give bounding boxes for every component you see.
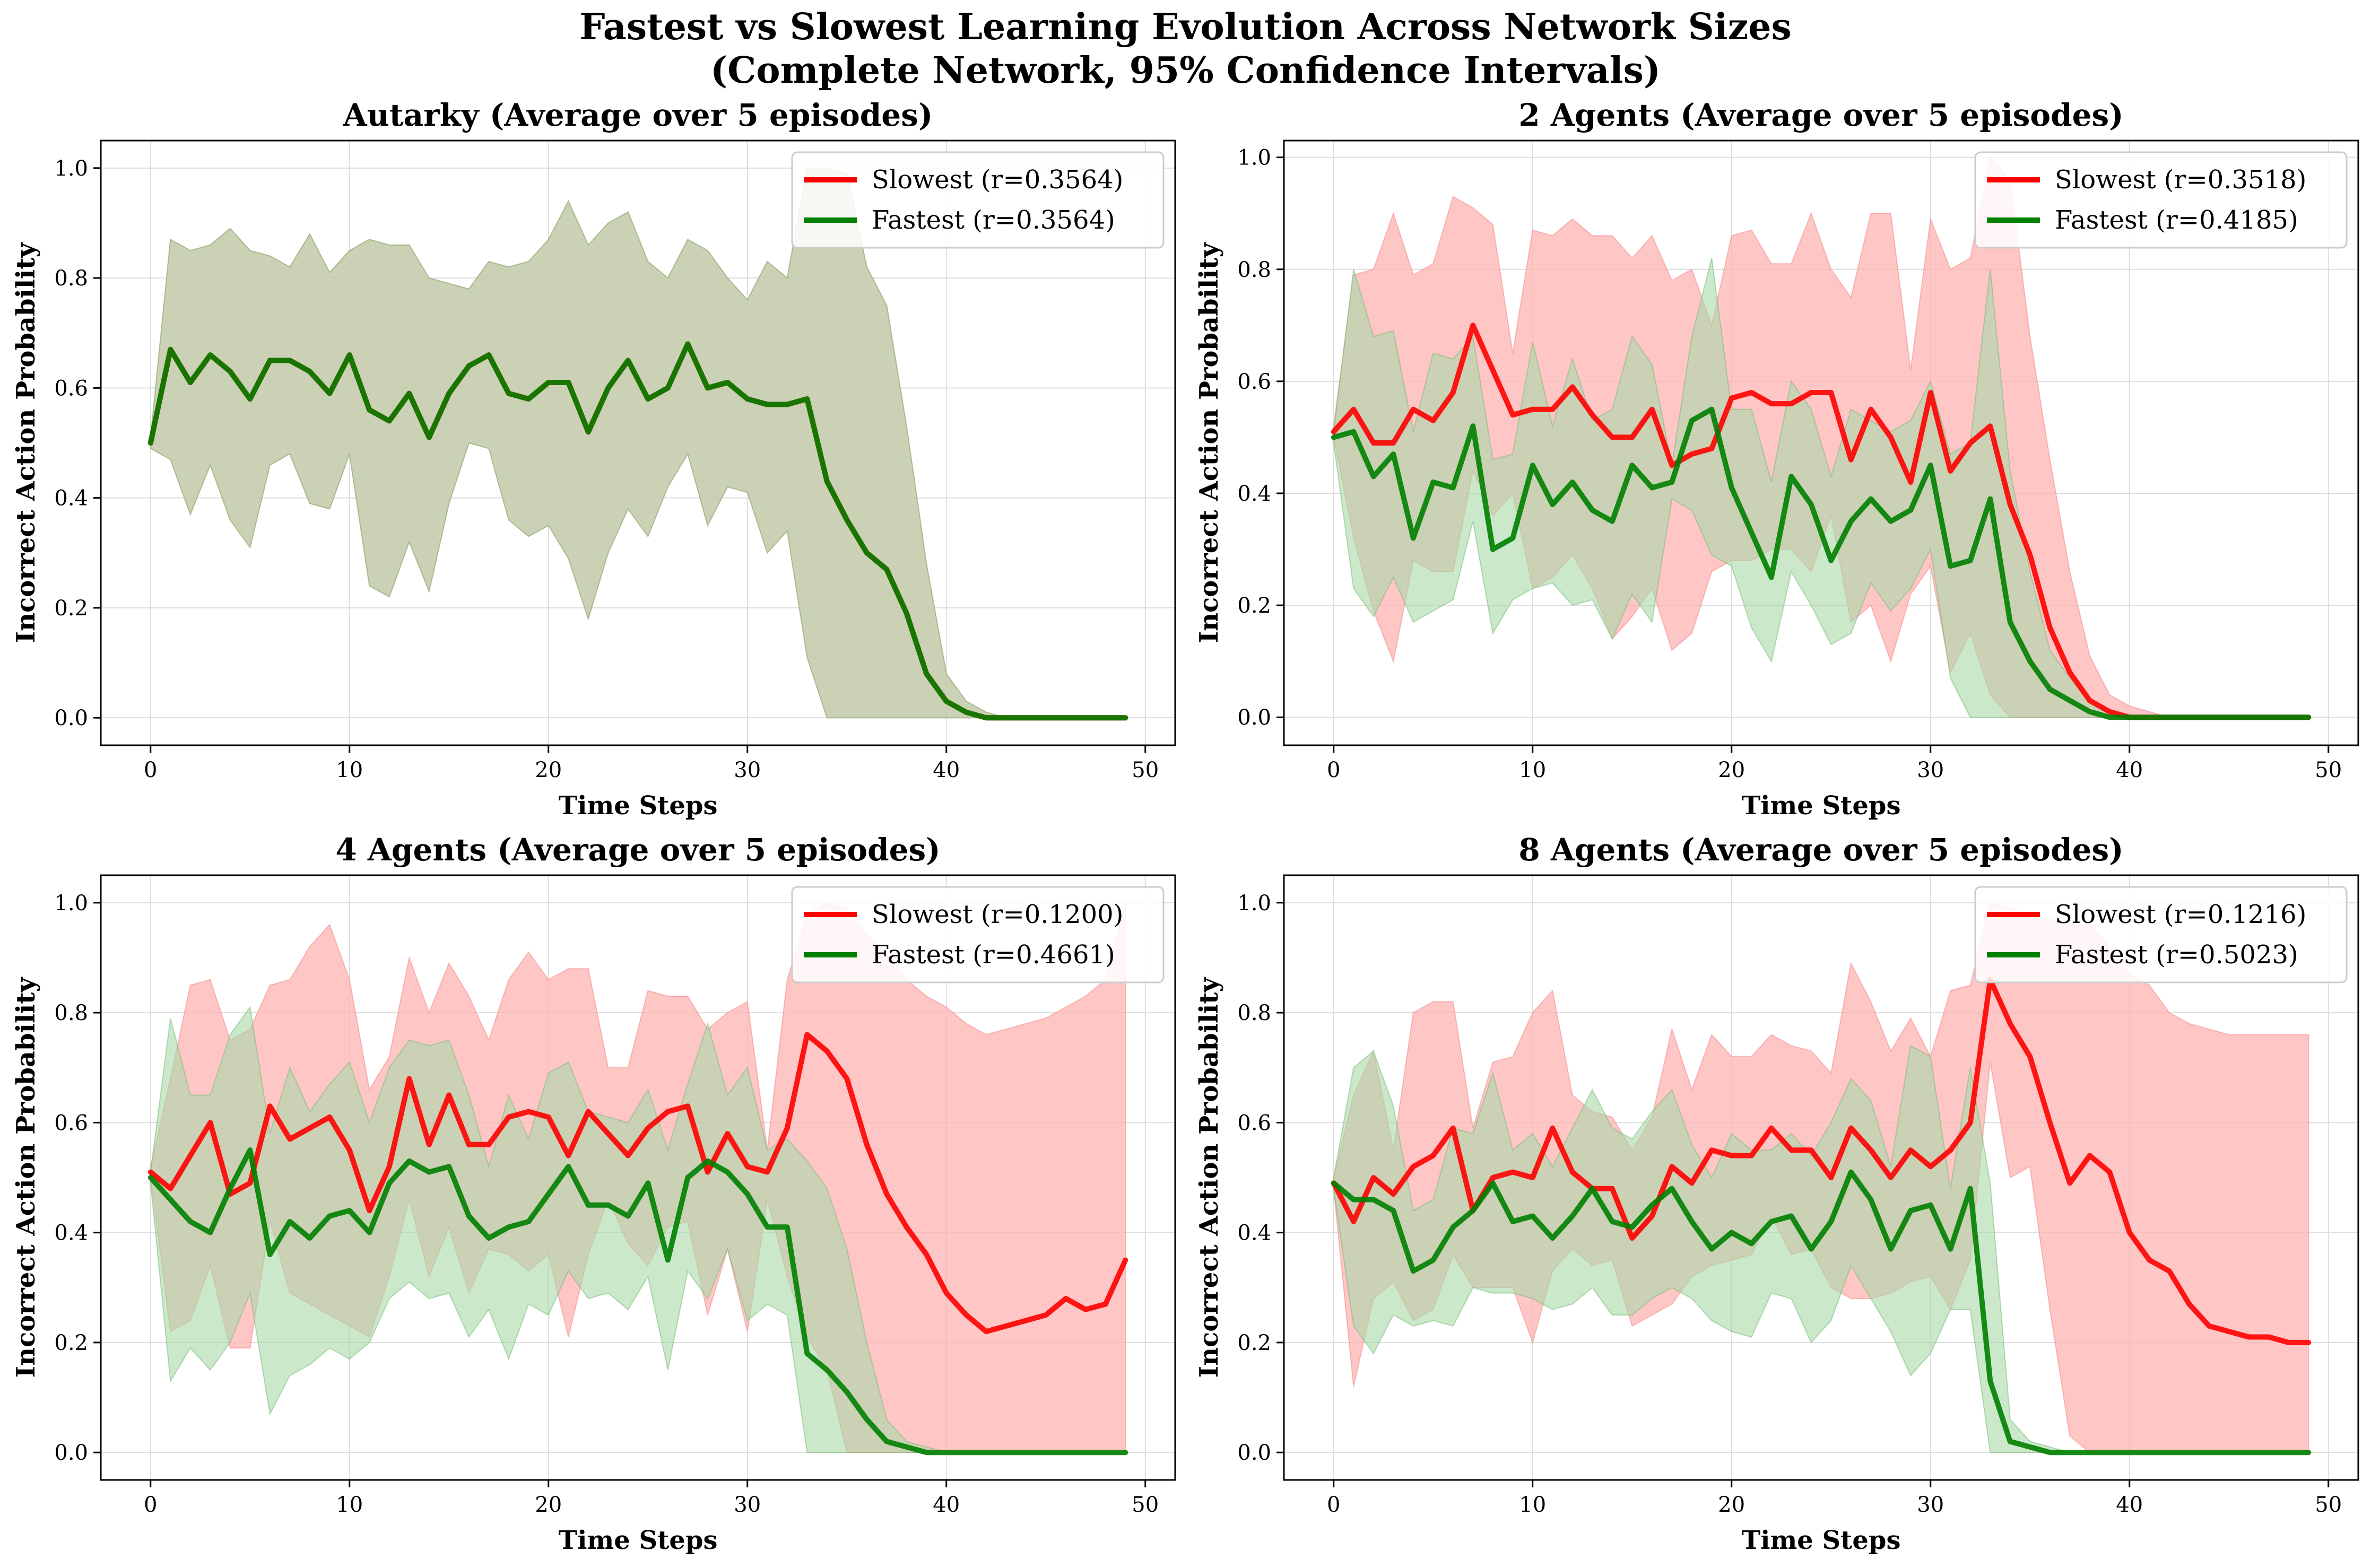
x-tick-label: 20 — [1718, 1493, 1745, 1517]
y-tick-label: 0.6 — [1237, 370, 1271, 394]
y-tick-label: 0.8 — [54, 266, 88, 291]
y-axis-label: Incorrect Action Probability — [1194, 242, 1224, 643]
fastest-mean-line — [1331, 1169, 2312, 1456]
fastest-mean-line — [147, 1147, 1128, 1456]
x-tick-label: 20 — [535, 758, 562, 782]
fastest-mean-line — [147, 341, 1128, 721]
x-tick-label: 20 — [1718, 758, 1745, 782]
y-tick-label: 0.4 — [1237, 1221, 1271, 1245]
legend-label-fastest: Fastest (r=0.5023) — [2055, 940, 2298, 970]
figure-title-line1: Fastest vs Slowest Learning Evolution Ac… — [579, 6, 1792, 48]
y-tick-label: 0.0 — [1237, 1441, 1271, 1465]
x-tick-label: 0 — [1327, 758, 1340, 782]
y-tick-label: 0.4 — [54, 486, 88, 511]
plot-area — [1331, 156, 2312, 720]
x-axis-label: Time Steps — [559, 1526, 718, 1555]
x-tick-label: 40 — [933, 1493, 960, 1517]
legend-label-slowest: Slowest (r=0.1200) — [872, 900, 1123, 929]
y-axis-label: Incorrect Action Probability — [11, 977, 41, 1378]
x-tick-label: 10 — [336, 758, 363, 782]
legend: Slowest (r=0.3564) Fastest (r=0.3564) — [791, 151, 1165, 249]
x-tick-label: 0 — [1327, 1493, 1340, 1517]
y-tick-label: 0.6 — [1237, 1111, 1271, 1135]
y-tick-label: 0.8 — [1237, 1001, 1271, 1025]
subplot-1: 0 10 20 30 40 50 0.0 0.2 0.4 0.6 0.8 1.0 Autarky (Av… — [11, 97, 1176, 821]
y-tick-label: 0.6 — [54, 376, 88, 400]
legend-label-fastest: Fastest (r=0.4185) — [2055, 205, 2298, 235]
y-axis-label: Incorrect Action Probability — [11, 242, 41, 643]
x-tick-label: 50 — [2315, 758, 2342, 782]
axes-frame — [100, 874, 1176, 1481]
y-tick-label: 1.0 — [1237, 891, 1271, 916]
subplot-title: 4 Agents (Average over 5 episodes) — [335, 832, 940, 868]
subplot-title: Autarky (Average over 5 episodes) — [343, 97, 933, 133]
subplot-title: 2 Agents (Average over 5 episodes) — [1518, 97, 2123, 133]
fastest-mean-line — [1331, 406, 2312, 720]
y-tick-label: 0.0 — [1237, 705, 1271, 730]
x-axis-label: Time Steps — [559, 791, 718, 821]
legend: Slowest (r=0.1216) Fastest (r=0.5023) — [1974, 886, 2348, 983]
axes-frame — [100, 140, 1176, 746]
y-tick-label: 1.0 — [54, 891, 88, 916]
y-tick-label: 1.0 — [54, 156, 88, 181]
y-tick-label: 0.8 — [1237, 258, 1271, 282]
legend-label-fastest: Fastest (r=0.3564) — [872, 205, 1115, 235]
slowest-mean-line — [147, 1032, 1128, 1335]
axes-frame — [1283, 874, 2359, 1481]
x-tick-label: 40 — [2116, 1493, 2143, 1517]
y-tick-label: 0.0 — [54, 706, 88, 730]
plot-area — [1331, 902, 2312, 1456]
x-tick-label: 0 — [144, 758, 157, 782]
subplot-2: 0 10 20 30 40 50 0.0 0.2 0.4 0.6 0.8 1.0 2 Agents (A… — [1194, 97, 2359, 821]
subplot-3: 0 10 20 30 40 50 0.0 0.2 0.4 0.6 0.8 1.0 4 Agents (A… — [11, 832, 1176, 1555]
x-axis-label: Time Steps — [1742, 1526, 1901, 1555]
x-tick-label: 10 — [1519, 758, 1546, 782]
legend-label-slowest: Slowest (r=0.3518) — [2055, 165, 2306, 195]
y-tick-label: 0.0 — [54, 1441, 88, 1465]
x-tick-label: 0 — [144, 1493, 157, 1517]
x-tick-label: 30 — [1917, 1493, 1944, 1517]
y-tick-label: 0.6 — [54, 1111, 88, 1135]
legend: Slowest (r=0.1200) Fastest (r=0.4661) — [791, 886, 1165, 983]
legend-label-fastest: Fastest (r=0.4661) — [872, 940, 1115, 970]
x-tick-label: 10 — [336, 1493, 363, 1517]
y-axis-label: Incorrect Action Probability — [1194, 977, 1224, 1378]
plot-area — [147, 167, 1128, 721]
x-tick-label: 50 — [1132, 1493, 1159, 1517]
slowest-mean-line — [1331, 977, 2312, 1345]
legend-box — [1974, 886, 2348, 983]
y-tick-label: 0.8 — [54, 1001, 88, 1025]
x-tick-label: 40 — [2116, 758, 2143, 782]
legend-label-slowest: Slowest (r=0.1216) — [2055, 900, 2306, 929]
y-tick-label: 0.2 — [54, 596, 88, 621]
legend-box — [1974, 151, 2348, 249]
subplot-title: 8 Agents (Average over 5 episodes) — [1518, 832, 2123, 868]
x-tick-label: 30 — [734, 758, 761, 782]
legend-box — [791, 151, 1165, 249]
figure-title: Fastest vs Slowest Learning Evolution Ac… — [0, 5, 2371, 92]
figure-title-line2: (Complete Network, 95% Confidence Interv… — [710, 49, 1661, 92]
x-tick-label: 50 — [1132, 758, 1159, 782]
subplot-4: 0 10 20 30 40 50 0.0 0.2 0.4 0.6 0.8 1.0 8 Agents (A… — [1194, 832, 2359, 1555]
y-tick-label: 0.2 — [1237, 1331, 1271, 1355]
y-tick-label: 0.2 — [54, 1331, 88, 1355]
y-tick-label: 0.4 — [1237, 482, 1271, 506]
legend-box — [791, 886, 1165, 983]
x-tick-label: 30 — [734, 1493, 761, 1517]
y-tick-label: 1.0 — [1237, 146, 1271, 170]
fastest-confidence-band — [150, 167, 1126, 719]
y-tick-label: 0.2 — [1237, 594, 1271, 618]
y-tick-label: 0.4 — [54, 1221, 88, 1245]
legend-label-slowest: Slowest (r=0.3564) — [872, 165, 1123, 195]
x-tick-label: 10 — [1519, 1493, 1546, 1517]
x-tick-label: 50 — [2315, 1493, 2342, 1517]
legend: Slowest (r=0.3518) Fastest (r=0.4185) — [1974, 151, 2348, 249]
x-tick-label: 20 — [535, 1493, 562, 1517]
axes-frame — [1283, 140, 2359, 746]
x-axis-label: Time Steps — [1742, 791, 1901, 821]
x-tick-label: 40 — [933, 758, 960, 782]
plot-area — [147, 902, 1128, 1456]
x-tick-label: 30 — [1917, 758, 1944, 782]
